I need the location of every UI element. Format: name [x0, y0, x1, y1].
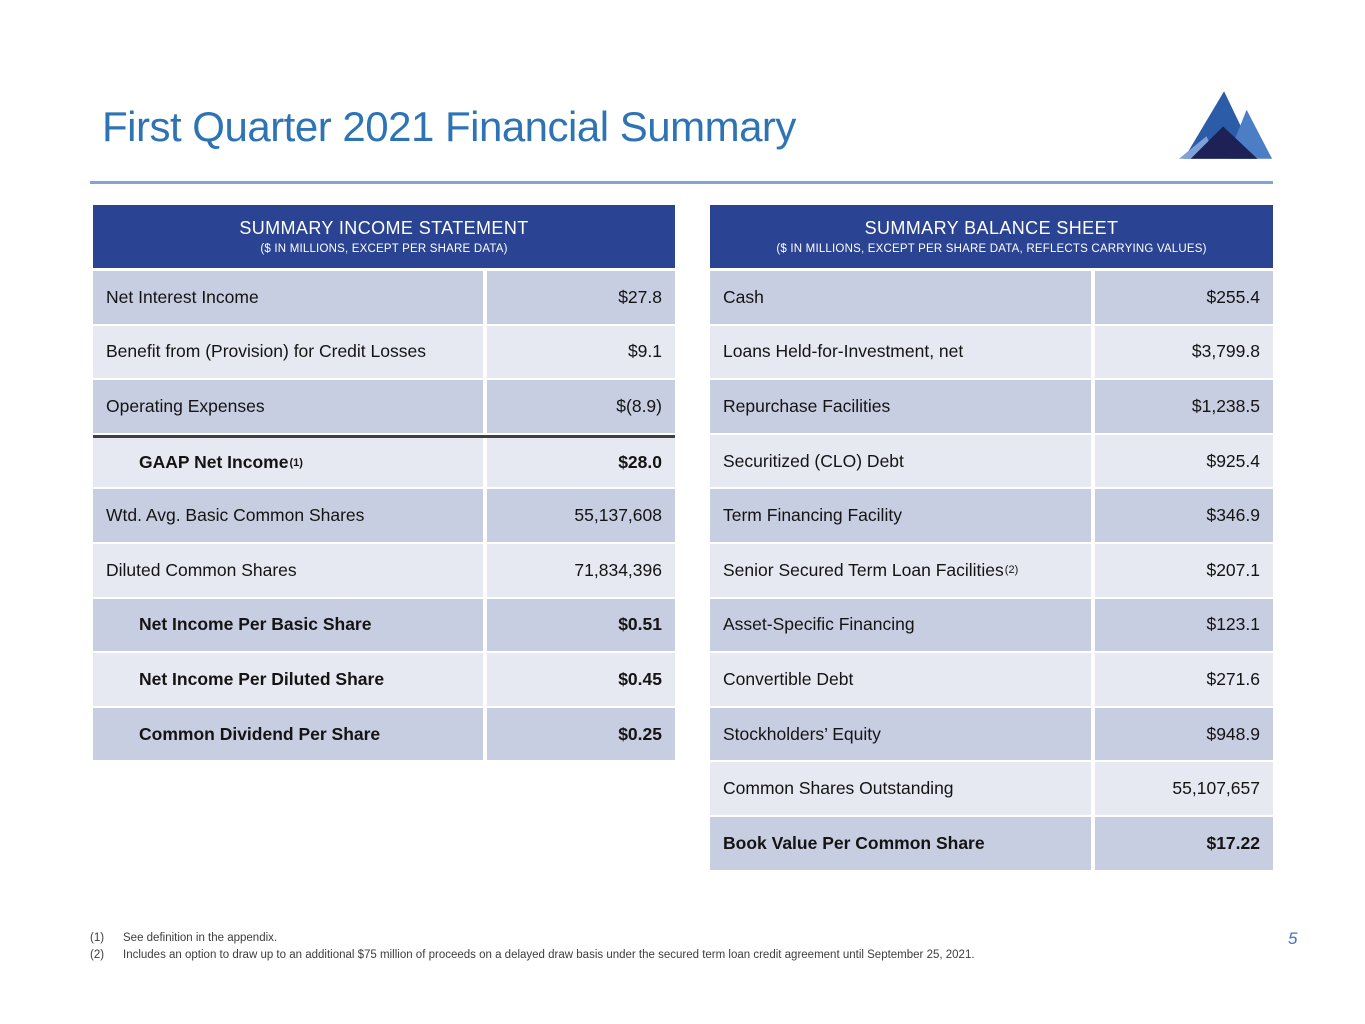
row-label: Convertible Debt [710, 653, 1091, 706]
page-number: 5 [1288, 929, 1298, 948]
table-row: Benefit from (Provision) for Credit Loss… [93, 325, 675, 379]
income-statement-table: SUMMARY INCOME STATEMENT ($ IN MILLIONS,… [93, 205, 675, 762]
row-value: $0.51 [487, 598, 675, 652]
row-value: $9.1 [487, 325, 675, 379]
row-label: Senior Secured Term Loan Facilities (2) [710, 543, 1091, 597]
footnotes: (1) See definition in the appendix. (2) … [90, 931, 1090, 966]
row-label: Net Income Per Diluted Share [93, 653, 483, 706]
mountain-peak-dark [1190, 126, 1258, 159]
table-row: Securitized (CLO) Debt $925.4 [710, 434, 1273, 488]
balance-sheet-rows: Cash $255.4 Loans Held-for-Investment, n… [710, 271, 1273, 870]
income-statement-rows: Net Interest Income $27.8 Benefit from (… [93, 271, 675, 761]
row-value: $346.9 [1095, 489, 1273, 542]
row-value: $28.0 [487, 437, 675, 488]
table-row: Convertible Debt $271.6 [710, 653, 1273, 706]
income-statement-header: SUMMARY INCOME STATEMENT ($ IN MILLIONS,… [93, 205, 675, 268]
income-statement-title: SUMMARY INCOME STATEMENT [239, 218, 529, 238]
row-label: Stockholders’ Equity [710, 707, 1091, 761]
table-row: Net Income Per Diluted Share $0.45 [93, 653, 675, 706]
row-label: Common Shares Outstanding [710, 762, 1091, 815]
table-row: Term Financing Facility $346.9 [710, 489, 1273, 542]
table-row: Wtd. Avg. Basic Common Shares 55,137,608 [93, 489, 675, 542]
row-label: Net Income Per Basic Share [93, 598, 483, 652]
row-label: Term Financing Facility [710, 489, 1091, 542]
row-value: $0.45 [487, 653, 675, 706]
row-label: Book Value Per Common Share [710, 816, 1091, 870]
footnote-marker: (1) [90, 932, 105, 944]
title-divider [90, 181, 1273, 184]
table-row: Common Dividend Per Share $0.25 [93, 707, 675, 761]
row-label: Securitized (CLO) Debt [710, 434, 1091, 488]
row-value: 55,107,657 [1095, 762, 1273, 815]
balance-sheet-table: SUMMARY BALANCE SHEET ($ IN MILLIONS, EX… [710, 205, 1273, 872]
row-value: $1,238.5 [1095, 380, 1273, 433]
row-label: Loans Held-for-Investment, net [710, 325, 1091, 379]
row-value: 55,137,608 [487, 489, 675, 542]
row-value: $0.25 [487, 707, 675, 761]
row-label: Wtd. Avg. Basic Common Shares [93, 489, 483, 542]
row-value: $207.1 [1095, 543, 1273, 597]
table-row: Net Income Per Basic Share $0.51 [93, 598, 675, 652]
row-value: $255.4 [1095, 271, 1273, 324]
table-row: Net Interest Income $27.8 [93, 271, 675, 324]
table-row: Operating Expenses $(8.9) [93, 380, 675, 433]
footnote: (2) Includes an option to draw up to an … [90, 948, 1090, 962]
row-value: $(8.9) [487, 380, 675, 433]
row-label: GAAP Net Income (1) [93, 437, 483, 488]
table-row: Asset-Specific Financing $123.1 [710, 598, 1273, 652]
row-label: Common Dividend Per Share [93, 707, 483, 761]
table-row: Loans Held-for-Investment, net $3,799.8 [710, 325, 1273, 379]
row-value: $27.8 [487, 271, 675, 324]
row-label: Diluted Common Shares [93, 543, 483, 597]
row-label: Asset-Specific Financing [710, 598, 1091, 652]
table-row: GAAP Net Income (1) $28.0 [93, 434, 675, 488]
row-value: $948.9 [1095, 707, 1273, 761]
row-value: $3,799.8 [1095, 325, 1273, 379]
table-row: Cash $255.4 [710, 271, 1273, 324]
row-value: $925.4 [1095, 434, 1273, 488]
balance-sheet-subtitle: ($ IN MILLIONS, EXCEPT PER SHARE DATA, R… [776, 243, 1207, 255]
page-title: First Quarter 2021 Financial Summary [102, 103, 796, 150]
table-row: Senior Secured Term Loan Facilities (2) $… [710, 543, 1273, 597]
row-label: Benefit from (Provision) for Credit Loss… [93, 325, 483, 379]
row-label: Operating Expenses [93, 380, 483, 433]
footnote-text: See definition in the appendix. [123, 932, 278, 944]
table-row: Common Shares Outstanding 55,107,657 [710, 762, 1273, 815]
row-value: $271.6 [1095, 653, 1273, 706]
row-label: Net Interest Income [93, 271, 483, 324]
footnote-text: Includes an option to draw up to an addi… [123, 949, 975, 962]
company-logo-icon [1178, 91, 1273, 159]
table-row: Diluted Common Shares 71,834,396 [93, 543, 675, 597]
income-statement-subtitle: ($ IN MILLIONS, EXCEPT PER SHARE DATA) [260, 243, 508, 255]
row-value: $123.1 [1095, 598, 1273, 652]
balance-sheet-title: SUMMARY BALANCE SHEET [864, 218, 1119, 238]
footnote: (1) See definition in the appendix. [90, 931, 1090, 945]
row-label: Cash [710, 271, 1091, 324]
table-row: Stockholders’ Equity $948.9 [710, 707, 1273, 761]
table-row: Book Value Per Common Share $17.22 [710, 816, 1273, 870]
balance-sheet-header: SUMMARY BALANCE SHEET ($ IN MILLIONS, EX… [710, 205, 1273, 268]
row-label: Repurchase Facilities [710, 380, 1091, 433]
footnote-marker: (2) [90, 949, 105, 962]
row-value: $17.22 [1095, 816, 1273, 870]
table-row: Repurchase Facilities $1,238.5 [710, 380, 1273, 433]
row-value: 71,834,396 [487, 543, 675, 597]
